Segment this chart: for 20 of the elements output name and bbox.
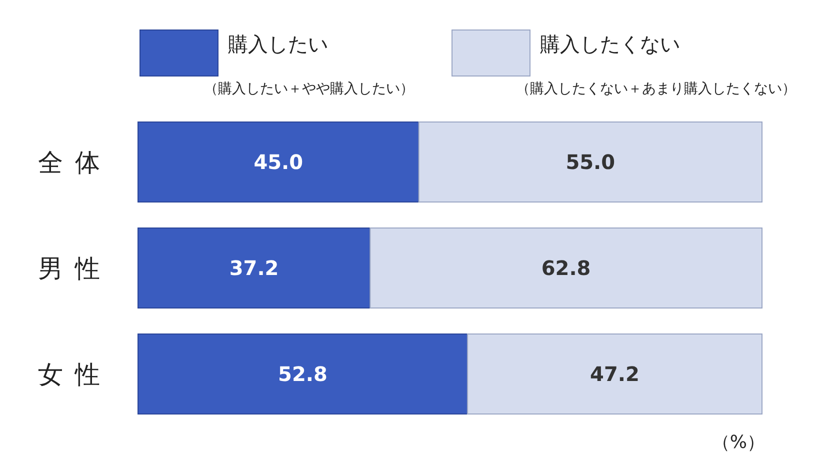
- data-label: 55.0: [566, 150, 616, 174]
- data-label: 45.0: [254, 150, 304, 174]
- y-tick-label: 全体: [38, 148, 112, 177]
- legend-label: 購入したい: [228, 32, 328, 56]
- text: （購入したくない＋あまり購入したくない）: [516, 81, 796, 97]
- data-label: 62.8: [541, 256, 591, 280]
- bar: [370, 228, 762, 308]
- bar: [138, 228, 371, 308]
- data-label: 37.2: [229, 256, 279, 280]
- text: （購入したい＋やや購入したい）: [204, 81, 414, 97]
- data-label: 47.2: [590, 362, 640, 386]
- bar: [418, 122, 762, 202]
- y-tick-label: 男性: [38, 254, 112, 283]
- bar: [138, 334, 468, 414]
- bar: [466, 334, 762, 414]
- text: （%）: [712, 432, 765, 453]
- data-label: 52.8: [278, 362, 328, 386]
- y-tick-label: 女性: [38, 360, 112, 389]
- legend-label: 購入したくない: [540, 32, 680, 56]
- bar: [138, 122, 420, 202]
